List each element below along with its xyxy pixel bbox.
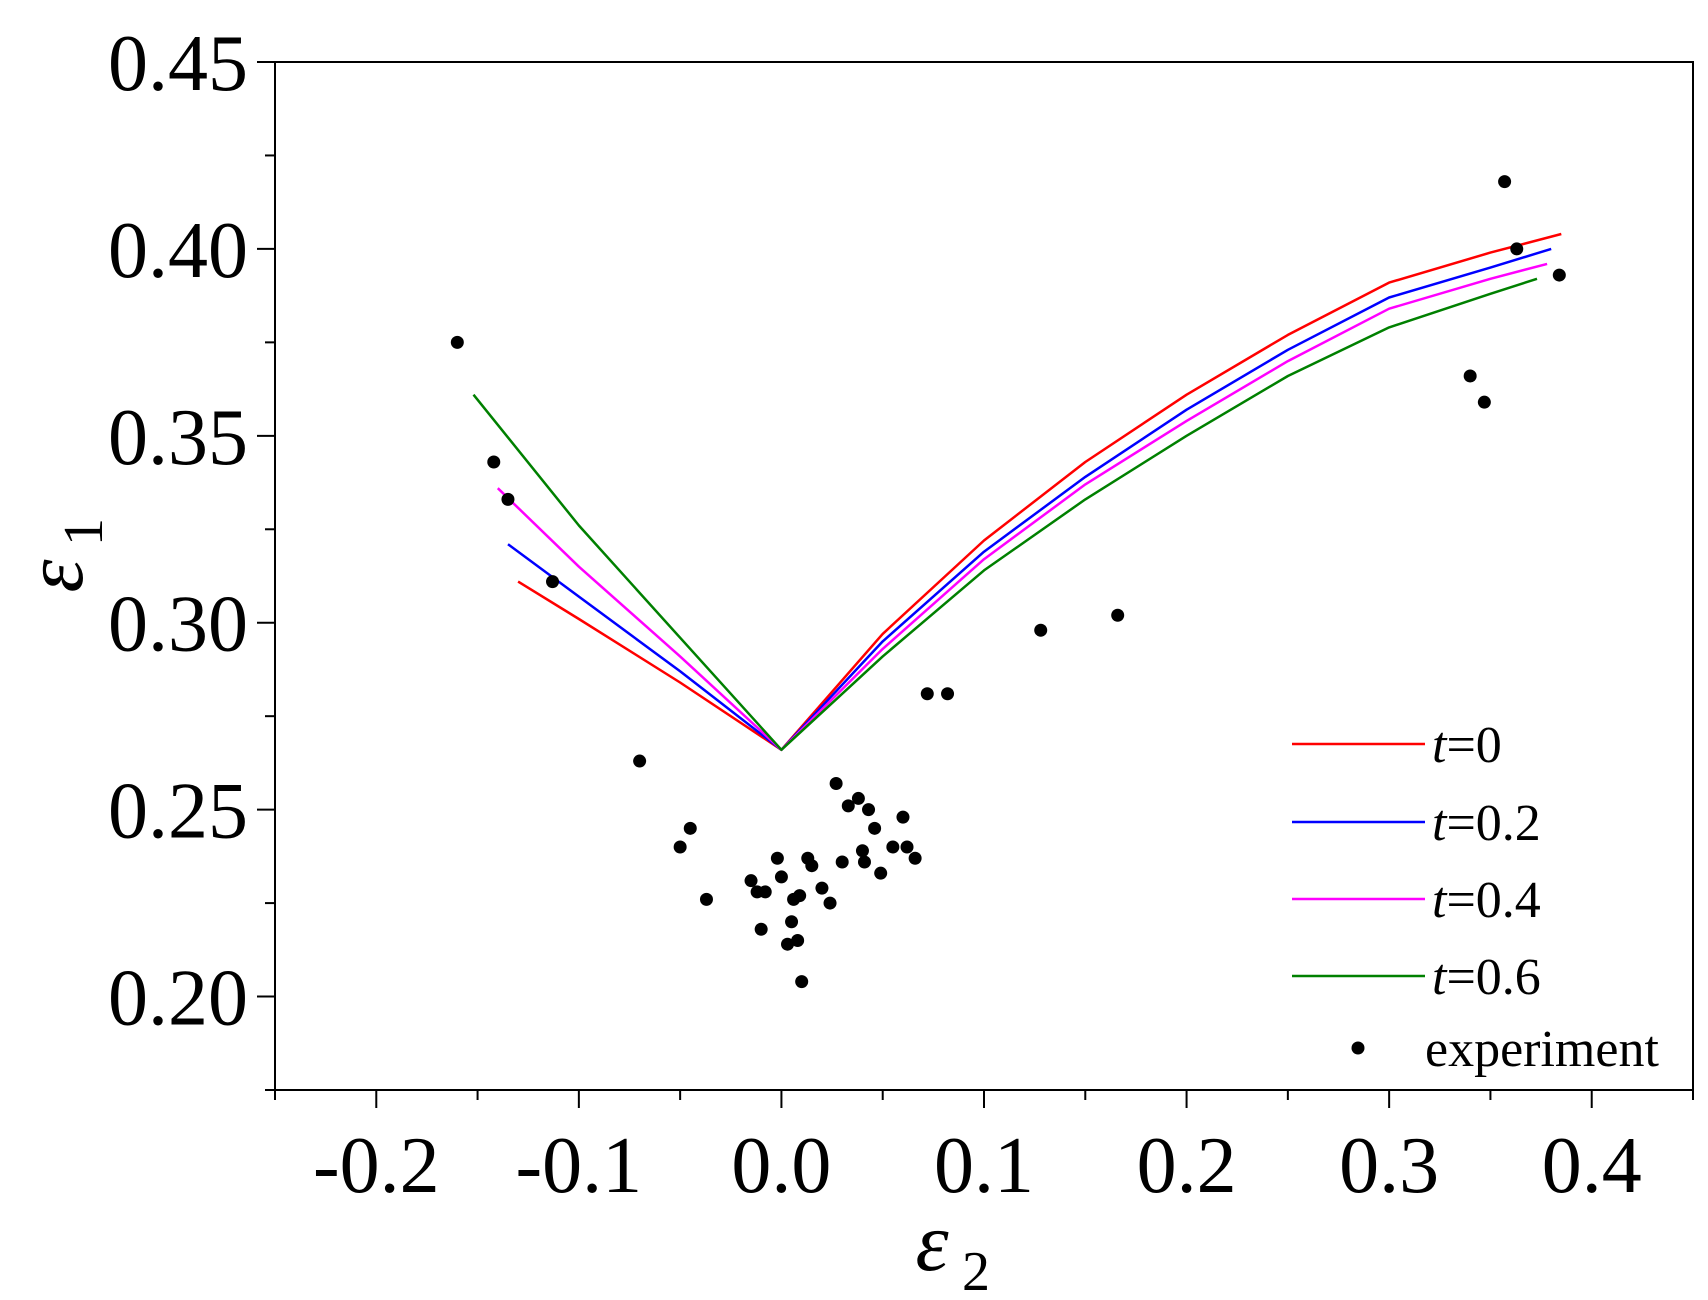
experiment-point bbox=[829, 776, 843, 790]
experiment-point bbox=[754, 922, 768, 936]
experiment-point bbox=[487, 455, 501, 469]
series-lines bbox=[472, 232, 1562, 752]
experiment-point bbox=[758, 885, 772, 899]
x-tick-label: 0.3 bbox=[1339, 1122, 1439, 1210]
experiment-point bbox=[795, 975, 809, 989]
experiment-point bbox=[920, 687, 934, 701]
x-axis-title-symbol: ε bbox=[915, 1196, 949, 1289]
experiment-point bbox=[1498, 175, 1512, 189]
legend-label-var: t bbox=[1432, 949, 1448, 1006]
experiment-point bbox=[857, 855, 871, 869]
legend-label-var: t bbox=[1432, 795, 1448, 852]
experiment-point bbox=[862, 803, 876, 817]
legend-swatch-experiment bbox=[1351, 1041, 1365, 1055]
experiment-point bbox=[785, 915, 799, 929]
experiment-point bbox=[1510, 242, 1524, 256]
experiment-point bbox=[774, 870, 788, 884]
experiment-point bbox=[791, 933, 805, 947]
experiment-point bbox=[683, 821, 697, 835]
legend-label-value: =0.4 bbox=[1446, 872, 1540, 929]
x-tick-label: 0.1 bbox=[934, 1122, 1034, 1210]
experiment-point bbox=[1477, 395, 1491, 409]
experiment-points bbox=[450, 175, 1566, 989]
x-tick-label: 0.2 bbox=[1137, 1122, 1237, 1210]
series-line-3 bbox=[472, 277, 1538, 752]
experiment-point bbox=[501, 492, 515, 506]
experiment-point bbox=[1111, 608, 1125, 622]
x-axis-title-subscript: 2 bbox=[962, 1241, 990, 1300]
experiment-point bbox=[450, 335, 464, 349]
axis-ticks bbox=[257, 61, 1694, 1108]
experiment-point bbox=[1552, 268, 1566, 282]
y-tick-label: 0.20 bbox=[108, 955, 248, 1043]
x-tick-label: -0.1 bbox=[516, 1122, 643, 1210]
experiment-point bbox=[633, 754, 647, 768]
y-tick-label: 0.45 bbox=[108, 20, 248, 108]
x-tick-label: 0.0 bbox=[731, 1122, 831, 1210]
series-line-1 bbox=[507, 247, 1552, 752]
x-tick-label: -0.2 bbox=[313, 1122, 440, 1210]
experiment-point bbox=[1463, 369, 1477, 383]
experiment-point bbox=[874, 866, 888, 880]
experiment-point bbox=[900, 840, 914, 854]
tick-labels: -0.2 -0.1 0.0 0.1 0.2 0.3 0.4 0.20 0.25 0.30 0.35 0… bbox=[108, 20, 1642, 1210]
experiment-point bbox=[744, 874, 758, 888]
legend-label-var: t bbox=[1432, 717, 1448, 774]
plot-frame bbox=[274, 61, 1694, 1091]
x-tick-label: 0.4 bbox=[1542, 1122, 1642, 1210]
y-tick-label: 0.35 bbox=[108, 394, 248, 482]
legend-label-2: t=0.4 bbox=[1432, 872, 1541, 929]
experiment-point bbox=[941, 687, 955, 701]
experiment-point bbox=[823, 896, 837, 910]
y-axis-title-subscript: 1 bbox=[53, 518, 115, 546]
experiment-point bbox=[546, 575, 560, 589]
experiment-point bbox=[868, 821, 882, 835]
experiment-point bbox=[805, 859, 819, 873]
legend-label-3: t=0.6 bbox=[1432, 949, 1541, 1006]
legend-label-value: =0 bbox=[1446, 717, 1501, 774]
legend-label-1: t=0.2 bbox=[1432, 795, 1541, 852]
experiment-point bbox=[815, 881, 829, 895]
experiment-point bbox=[851, 791, 865, 805]
experiment-point bbox=[1034, 623, 1048, 637]
experiment-point bbox=[841, 799, 855, 813]
experiment-point bbox=[886, 840, 900, 854]
legend-label-value: =0.6 bbox=[1446, 949, 1540, 1006]
legend-label-var: t bbox=[1432, 872, 1448, 929]
experiment-point bbox=[699, 892, 713, 906]
y-axis-title-symbol: ε bbox=[8, 559, 101, 593]
y-tick-label: 0.25 bbox=[108, 768, 248, 856]
legend-label-value: =0.2 bbox=[1446, 795, 1540, 852]
experiment-point bbox=[673, 840, 687, 854]
legend-label-experiment: experiment bbox=[1425, 1021, 1659, 1078]
legend-label-0: t=0 bbox=[1432, 717, 1502, 774]
experiment-point bbox=[835, 855, 849, 869]
experiment-point bbox=[896, 810, 910, 824]
y-tick-label: 0.40 bbox=[108, 207, 248, 295]
series-line-2 bbox=[496, 262, 1548, 752]
x-axis-title: ε 2 bbox=[915, 1196, 990, 1300]
series-line-0 bbox=[517, 232, 1562, 752]
experiment-point bbox=[770, 851, 784, 865]
experiment-point bbox=[908, 851, 922, 865]
y-tick-label: 0.30 bbox=[108, 581, 248, 669]
y-axis-title: ε 1 bbox=[8, 518, 115, 593]
experiment-point bbox=[855, 844, 869, 858]
experiment-point bbox=[781, 937, 795, 951]
experiment-point bbox=[793, 889, 807, 903]
